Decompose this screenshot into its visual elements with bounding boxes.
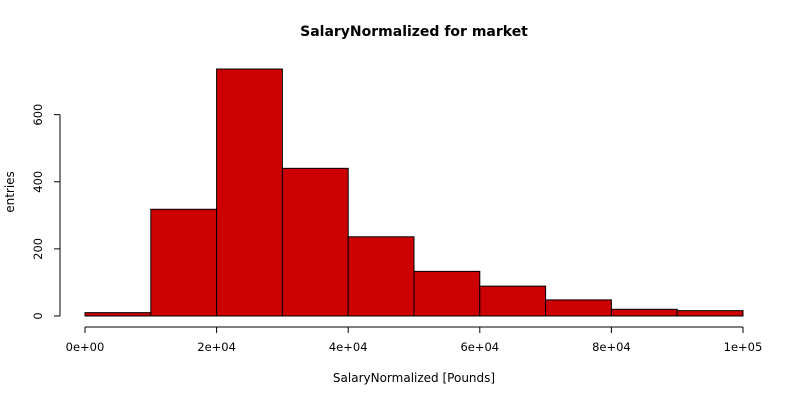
y-axis-label: entries <box>3 171 17 213</box>
histogram-bar-9 <box>676 310 744 317</box>
x-axis: 0e+00 2e+04 4e+04 6e+04 8e+04 1e+05 <box>66 326 763 354</box>
x-tick-label-2: 4e+04 <box>329 340 368 354</box>
histogram-bar-3 <box>281 167 349 317</box>
x-tick-label-4: 8e+04 <box>592 340 631 354</box>
x-tick-label-0: 0e+00 <box>66 340 105 354</box>
bars-group <box>84 68 744 317</box>
histogram-bar-6 <box>479 285 547 317</box>
x-tick-label-1: 2e+04 <box>197 340 236 354</box>
histogram-bar-4 <box>347 236 415 317</box>
histogram-bar-0 <box>84 312 152 317</box>
y-tick-label-2: 400 <box>31 171 45 193</box>
histogram-bar-5 <box>413 270 481 317</box>
histogram-bar-2 <box>216 68 283 317</box>
chart-title: SalaryNormalized for market <box>300 24 528 40</box>
y-tick-label-0: 0 <box>31 312 45 319</box>
y-tick-label-3: 600 <box>31 104 45 126</box>
x-tick-label-3: 6e+04 <box>460 340 499 354</box>
y-tick-label-1: 200 <box>31 238 45 260</box>
y-axis: 0 200 400 600 <box>31 104 61 320</box>
histogram-bar-1 <box>150 208 218 317</box>
histogram-bar-8 <box>610 308 678 317</box>
histogram-bar-7 <box>545 299 612 317</box>
x-axis-label: SalaryNormalized [Pounds] <box>333 371 495 385</box>
x-tick-label-5: 1e+05 <box>724 340 763 354</box>
